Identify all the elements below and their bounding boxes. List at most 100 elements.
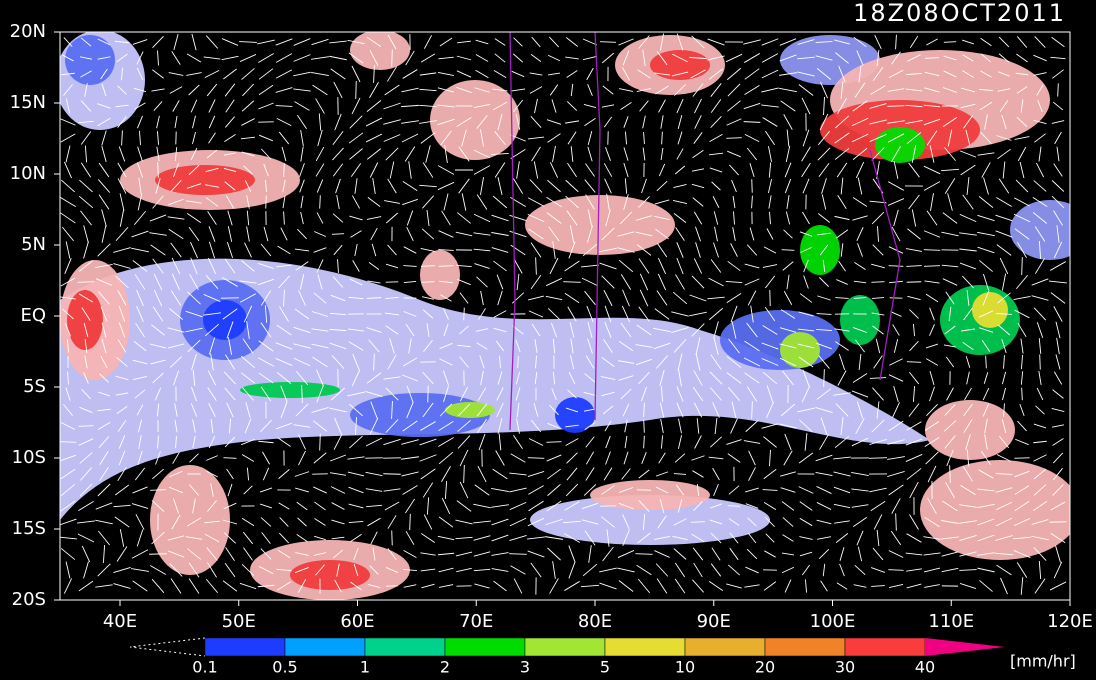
wind-arrow xyxy=(853,517,867,527)
wind-arrow xyxy=(205,275,219,289)
wind-arrow xyxy=(136,289,144,307)
wind-arrow xyxy=(674,84,686,96)
wind-arrow xyxy=(564,120,580,124)
wind-arrow xyxy=(638,371,650,385)
wind-arrow xyxy=(420,265,436,267)
wind-arrow xyxy=(167,343,185,349)
wind-arrow xyxy=(1053,210,1063,226)
wind-arrow xyxy=(833,471,851,477)
wind-arrow xyxy=(113,567,131,573)
wind-arrow xyxy=(391,530,393,546)
wind-arrow xyxy=(923,230,941,238)
wind-arrow xyxy=(797,407,815,413)
wind-arrow xyxy=(350,581,362,591)
coastline xyxy=(509,32,901,431)
wind-arrow xyxy=(515,387,521,401)
wind-arrow xyxy=(383,376,401,380)
wind-arrow xyxy=(658,99,666,113)
wind-arrow xyxy=(134,389,146,399)
wind-arrow xyxy=(710,563,722,577)
wind-arrow xyxy=(779,72,797,76)
wind-arrow xyxy=(673,183,687,189)
wind-arrow xyxy=(779,343,797,349)
wind-arrow xyxy=(984,418,988,434)
wind-arrow xyxy=(351,369,361,387)
wind-arrow xyxy=(101,225,107,243)
wind-arrow xyxy=(192,132,196,144)
wind-arrow xyxy=(157,50,159,66)
wind-arrow xyxy=(172,452,180,464)
wind-arrow xyxy=(354,178,358,194)
wind-arrow xyxy=(317,274,323,290)
wind-arrow xyxy=(552,561,556,579)
wind-arrow xyxy=(223,457,237,459)
wind-arrow xyxy=(929,307,935,321)
wind-arrow xyxy=(547,308,561,320)
wind-arrow xyxy=(599,262,617,270)
wind-arrow xyxy=(1002,387,1006,401)
wind-arrow xyxy=(708,68,724,80)
wind-arrow xyxy=(869,119,887,125)
lon-label: 100E xyxy=(810,611,856,632)
wind-arrow xyxy=(385,325,399,335)
wind-arrow xyxy=(888,181,904,191)
wind-arrow xyxy=(565,483,579,497)
wind-arrow xyxy=(769,211,771,225)
wind-arrow xyxy=(798,311,814,317)
wind-arrow xyxy=(995,517,1013,527)
wind-arrow xyxy=(282,195,286,209)
wind-arrow xyxy=(244,418,252,434)
wind-arrow xyxy=(929,370,935,386)
wind-arrow xyxy=(1016,86,1028,94)
wind-arrow xyxy=(605,147,611,161)
wind-arrow xyxy=(636,215,652,221)
wind-arrow xyxy=(174,403,178,417)
wind-arrow xyxy=(408,161,412,179)
wind-arrow xyxy=(816,68,832,80)
wind-arrow xyxy=(329,454,347,462)
wind-arrow xyxy=(1056,146,1060,162)
wind-arrow xyxy=(963,403,973,417)
wind-arrow xyxy=(244,180,252,192)
wind-arrow xyxy=(836,582,848,590)
wind-arrow xyxy=(943,420,957,432)
wind-arrow xyxy=(149,565,167,575)
wind-arrow xyxy=(294,471,310,477)
wind-arrow xyxy=(1056,337,1060,355)
wind-arrow xyxy=(98,436,110,448)
wind-arrow xyxy=(906,568,922,572)
wind-arrow xyxy=(840,417,844,435)
wind-arrow xyxy=(584,290,596,306)
wind-arrow xyxy=(587,338,593,354)
wind-arrow xyxy=(1051,180,1065,192)
wind-arrow xyxy=(569,354,575,370)
wind-arrow xyxy=(206,83,218,97)
wind-arrow xyxy=(780,309,796,319)
wind-arrow xyxy=(366,372,382,384)
wind-arrow xyxy=(820,417,828,435)
wind-arrow xyxy=(475,69,489,79)
wind-arrow xyxy=(208,337,216,355)
colorbar-segment xyxy=(604,637,686,657)
wind-arrow xyxy=(1033,307,1047,321)
wind-arrow xyxy=(946,387,954,401)
wind-arrow xyxy=(366,100,382,112)
wind-arrow xyxy=(157,131,159,145)
wind-arrow xyxy=(642,115,646,129)
wind-arrow xyxy=(1054,131,1062,145)
wind-arrow xyxy=(620,388,632,400)
wind-arrow xyxy=(582,563,598,577)
wind-arrow xyxy=(373,65,375,83)
wind-arrow xyxy=(923,567,941,573)
wind-arrow xyxy=(223,68,237,80)
wind-arrow xyxy=(223,168,237,172)
wind-arrow xyxy=(780,403,796,417)
wind-arrow xyxy=(871,585,885,587)
wind-arrow xyxy=(714,226,718,242)
wind-arrow xyxy=(1003,403,1005,417)
wind-arrow xyxy=(749,227,755,241)
wind-arrow xyxy=(316,385,324,403)
wind-arrow xyxy=(473,248,491,252)
wind-arrow xyxy=(168,486,184,494)
wind-arrow xyxy=(60,518,77,526)
